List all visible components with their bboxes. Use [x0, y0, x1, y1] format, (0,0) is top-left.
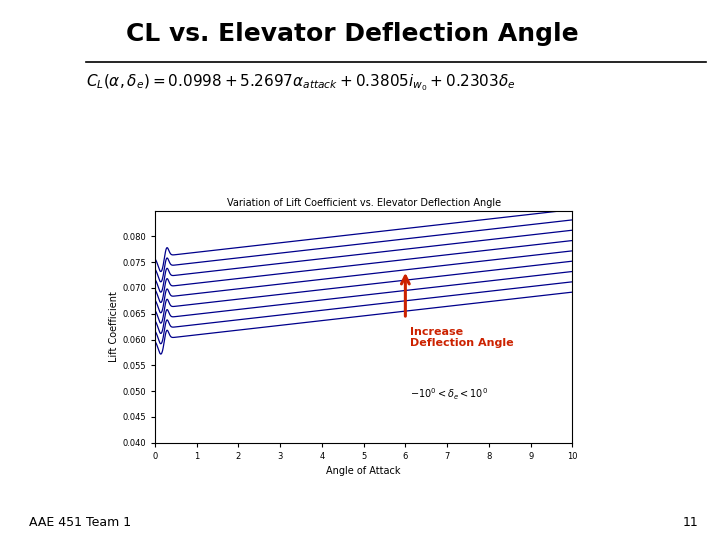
Text: 11: 11 — [683, 516, 698, 529]
Text: CL vs. Elevator Deflection Angle: CL vs. Elevator Deflection Angle — [126, 22, 579, 45]
Text: $C_L(\alpha,\delta_e)=0.0998+5.2697\alpha_{attack}+0.3805i_{w_0}+0.2303\delta_e$: $C_L(\alpha,\delta_e)=0.0998+5.2697\alph… — [86, 73, 516, 93]
Text: $-10^0 < \delta_e < 10^0$: $-10^0 < \delta_e < 10^0$ — [410, 386, 487, 402]
Title: Variation of Lift Coefficient vs. Elevator Deflection Angle: Variation of Lift Coefficient vs. Elevat… — [227, 198, 500, 208]
Text: Increase
Deflection Angle: Increase Deflection Angle — [410, 327, 513, 348]
X-axis label: Angle of Attack: Angle of Attack — [326, 467, 401, 476]
Y-axis label: Lift Coefficient: Lift Coefficient — [109, 291, 120, 362]
Text: AAE 451 Team 1: AAE 451 Team 1 — [29, 516, 131, 529]
